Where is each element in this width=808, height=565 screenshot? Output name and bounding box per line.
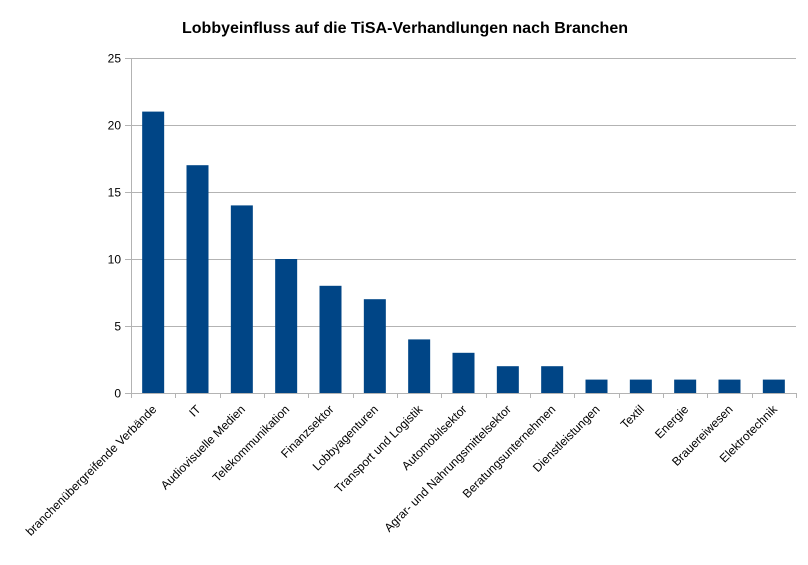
- x-tick-label: branchenübergreifende Verbände: [23, 402, 160, 539]
- bars: [142, 111, 785, 393]
- bar: [186, 165, 209, 393]
- bar: [408, 339, 431, 393]
- y-tick-label: 10: [108, 253, 122, 267]
- bar: [363, 299, 386, 393]
- bar: [142, 111, 165, 393]
- bar: [585, 379, 608, 393]
- bar: [674, 379, 697, 393]
- y-tick-label: 25: [108, 52, 122, 66]
- bar: [230, 205, 253, 393]
- x-tick-label: IT: [186, 402, 204, 420]
- y-tick-label: 15: [108, 186, 122, 200]
- bar: [452, 352, 475, 393]
- y-tick-label: 0: [114, 387, 121, 401]
- y-tick-label: 5: [114, 320, 121, 334]
- bar: [541, 366, 564, 393]
- y-tick-labels: 0 5 10 15 20 25: [108, 52, 122, 401]
- bar: [496, 366, 519, 393]
- gridlines: [125, 58, 796, 394]
- x-tick-label: Textil: [618, 402, 647, 431]
- bar: [629, 379, 652, 393]
- x-tick-label: Transport und Logistik: [332, 402, 426, 496]
- x-tick-labels: branchenübergreifende Verbände ITAudiovis…: [23, 402, 781, 539]
- x-tick-label: Energie: [652, 402, 691, 441]
- bar: [718, 379, 741, 393]
- y-tick-label: 20: [108, 119, 122, 133]
- bar: [275, 259, 298, 393]
- bar: [319, 285, 342, 393]
- x-tick-label: Telekommunikation: [210, 402, 293, 485]
- bar: [762, 379, 785, 393]
- axes: [131, 58, 797, 398]
- chart-title: Lobbyeinfluss auf die TiSA-Verhandlungen…: [182, 20, 628, 37]
- x-tick-label: Audiovisuelle Medien: [158, 402, 248, 492]
